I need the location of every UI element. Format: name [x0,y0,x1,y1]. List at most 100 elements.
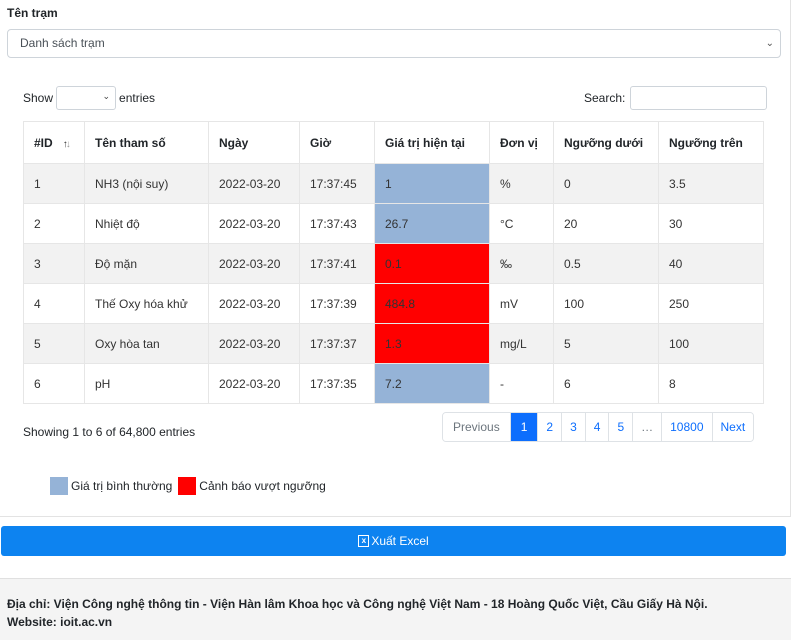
pagination-ellipsis[interactable]: … [632,413,662,441]
legend-swatch-alarm [178,477,197,495]
pagination-page-2[interactable]: 2 [537,413,562,441]
cell-current-value: 484.8 [374,283,490,324]
cell-date: 2022-03-20 [208,363,300,404]
table-info: Showing 1 to 6 of 64,800 entries [23,425,196,439]
column-header-unit[interactable]: Đơn vị [489,121,554,164]
show-label: Show [23,91,54,105]
entries-length-control: Show ⌄ entries [23,86,155,110]
cell-parameter-name: Thế Oxy hóa khử [84,283,209,324]
cell-time: 17:37:37 [299,323,375,364]
cell-time: 17:37:41 [299,243,375,284]
cell-upper-threshold: 40 [658,243,764,284]
footer: Địa chỉ: Viện Công nghệ thông tin - Viện… [0,578,791,640]
cell-lower-threshold: 100 [553,283,659,324]
cell-lower-threshold: 20 [553,203,659,244]
search-label: Search: [584,91,626,105]
export-excel-label: Xuất Excel [371,534,429,548]
station-select-value: Danh sách trạm [20,36,105,50]
footer-website: Website: ioit.ac.vn [7,615,113,629]
parameters-table: #ID ↑↓ Tên tham số Ngày Giờ Giá trị hiện … [23,121,764,404]
station-card: Tên trạm Danh sách trạm ⌄ Show ⌄ entries… [0,0,791,517]
legend: Giá trị bình thường Cảnh báo vượt ngưỡng [50,477,332,495]
cell-time: 17:37:39 [299,283,375,324]
entries-label: entries [119,91,156,105]
pagination-page-1[interactable]: 1 [509,413,538,441]
pagination-page-10800[interactable]: 10800 [661,413,712,441]
export-excel-button[interactable]: x Xuất Excel [1,526,786,556]
cell-id: 3 [23,243,85,284]
cell-current-value: 26.7 [374,203,490,244]
entries-select[interactable]: ⌄ [56,86,117,110]
table-row: 1 NH3 (nội suy) 2022-03-20 17:37:45 1% 0 3.5 [23,163,764,204]
cell-id: 6 [23,363,85,404]
table-header-row: #ID ↑↓ Tên tham số Ngày Giờ Giá trị hiện … [23,121,764,164]
chevron-down-icon: ⌄ [102,91,111,101]
legend-swatch-normal [50,477,68,495]
cell-date: 2022-03-20 [208,323,300,364]
cell-lower-threshold: 6 [553,363,659,404]
cell-id: 2 [23,203,85,244]
cell-unit: ‰ [489,243,554,284]
cell-time: 17:37:45 [299,163,375,204]
column-header-id[interactable]: #ID ↑↓ [23,121,85,164]
cell-parameter-name: Oxy hòa tan [84,323,209,364]
cell-current-value: 1 [374,163,490,204]
column-header-time[interactable]: Giờ [299,121,375,164]
column-header-upper-threshold[interactable]: Ngưỡng trên [658,121,764,164]
column-header-date[interactable]: Ngày [208,121,300,164]
table-row: 4 Thế Oxy hóa khử 2022-03-20 17:37:39 484.8 m… [23,283,764,324]
cell-lower-threshold: 0 [553,163,659,204]
table-row: 3 Độ mặn 2022-03-20 17:37:41 0.1 ‰ 0.5 40 [23,243,764,284]
cell-date: 2022-03-20 [208,283,300,324]
cell-time: 17:37:43 [299,203,375,244]
cell-time: 17:37:35 [299,363,375,404]
sort-icon: ↑↓ [62,138,71,150]
pagination-page-4[interactable]: 4 [584,413,609,441]
cell-current-value: 1.3 [374,323,490,364]
table-row: 2 Nhiệt độ 2022-03-20 17:37:43 26.7 °C 20 30 [23,203,764,244]
table-row: 5 Oxy hòa tan 2022-03-20 17:37:37 1.3 mg/L 5 10… [23,323,764,364]
table-row: 6 pH 2022-03-20 17:37:35 7.2-6 8 [23,363,764,404]
cell-unit: % [489,163,554,204]
column-header-current-value[interactable]: Giá trị hiện tại [374,121,490,164]
cell-upper-threshold: 250 [658,283,764,324]
column-header-name[interactable]: Tên tham số [84,121,209,164]
cell-current-value: 0.1 [374,243,490,284]
cell-unit: °C [489,203,554,244]
legend-item-normal: Giá trị bình thường [50,477,172,495]
cell-upper-threshold: 100 [658,323,764,364]
station-select[interactable]: Danh sách trạm ⌄ [7,29,781,58]
column-header-lower-threshold[interactable]: Ngưỡng dưới [553,121,659,164]
pagination-page-5[interactable]: 5 [608,413,633,441]
pagination-page-3[interactable]: 3 [561,413,585,441]
cell-unit: - [489,363,554,404]
cell-upper-threshold: 3.5 [658,163,764,204]
cell-lower-threshold: 5 [553,323,659,364]
cell-parameter-name: Độ mặn [84,243,209,284]
station-label: Tên trạm [7,6,58,20]
cell-lower-threshold: 0.5 [553,243,659,284]
cell-upper-threshold: 30 [658,203,764,244]
cell-parameter-name: pH [84,363,209,404]
table-body: 1 NH3 (nội suy) 2022-03-20 17:37:45 1% 0 3.5 2 N… [23,163,764,404]
cell-date: 2022-03-20 [208,163,300,204]
cell-current-value: 7.2 [374,363,490,404]
cell-id: 4 [23,283,85,324]
pagination: Previous 1 2 3 4 5… 10800 Next [442,412,755,442]
search-control: Search: [584,86,768,110]
excel-icon: x [358,535,370,547]
legend-label-alarm: Cảnh báo vượt ngưỡng [199,479,326,493]
cell-id: 5 [23,323,85,364]
cell-unit: mV [489,283,554,324]
legend-item-alarm: Cảnh báo vượt ngưỡng [178,477,326,495]
search-input[interactable] [630,86,768,110]
cell-parameter-name: NH3 (nội suy) [84,163,209,204]
pagination-next[interactable]: Next [711,413,754,441]
footer-address: Địa chỉ: Viện Công nghệ thông tin - Viện… [7,597,708,611]
cell-id: 1 [23,163,85,204]
legend-label-normal: Giá trị bình thường [71,479,173,493]
cell-parameter-name: Nhiệt độ [84,203,209,244]
chevron-down-icon: ⌄ [765,38,774,49]
pagination-previous[interactable]: Previous [443,413,510,441]
cell-unit: mg/L [489,323,554,364]
